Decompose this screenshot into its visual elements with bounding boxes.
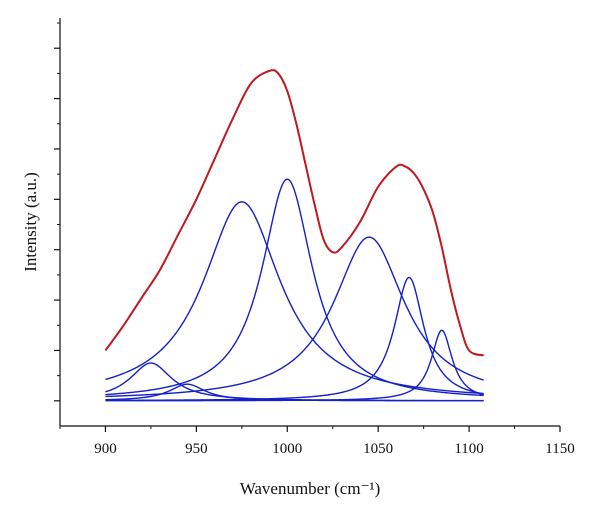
x-tick-label-1000: 1000 <box>272 441 302 457</box>
component-band-1045 <box>105 236 484 398</box>
series-group <box>104 69 484 402</box>
component-band-1067 <box>105 276 484 402</box>
y-ticks <box>54 22 60 402</box>
x-tick-label-1050: 1050 <box>363 441 393 457</box>
component-band-925 <box>105 362 484 402</box>
envelope-spectrum-line <box>104 69 484 357</box>
x-ticks: 900 950 1000 1050 1100 1150 <box>59 426 575 457</box>
component-band-1085 <box>105 329 484 402</box>
x-tick-label-900: 900 <box>94 441 117 457</box>
x-axis-title: Wavenumber (cm⁻¹) <box>240 479 381 498</box>
x-tick-label-1100: 1100 <box>454 441 483 457</box>
axes: 900 950 1000 1050 1100 1150 <box>54 18 575 457</box>
component-band-1000 <box>105 178 484 397</box>
x-tick-label-1150: 1150 <box>545 441 574 457</box>
y-axis-title: Intensity (a.u.) <box>21 172 40 272</box>
component-band-975 <box>105 201 484 395</box>
x-tick-label-950: 950 <box>185 441 208 457</box>
